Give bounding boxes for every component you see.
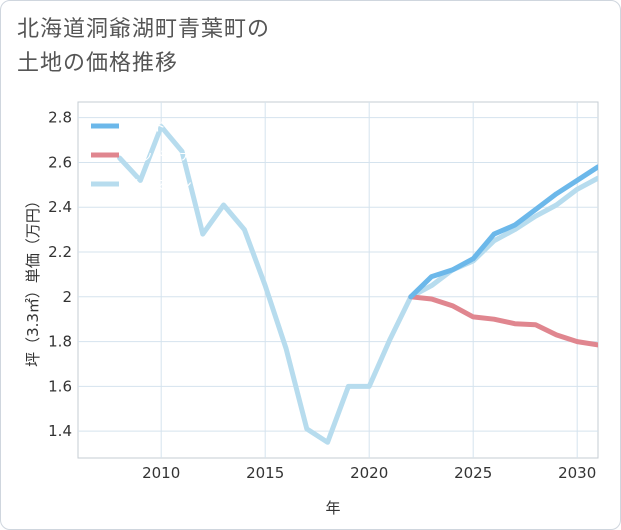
y-tick-label-2.8: 2.8 bbox=[48, 109, 72, 127]
x-tick-label-2015: 2015 bbox=[246, 464, 284, 482]
chart-title: 北海道洞爺湖町青葉町の 土地の価格推移 bbox=[17, 13, 437, 81]
y-tick-label-2.4: 2.4 bbox=[48, 198, 72, 216]
series-line-normal bbox=[117, 124, 598, 445]
legend-label-bad: バッドシナリオ bbox=[127, 149, 218, 164]
y-tick-label-2.6: 2.6 bbox=[48, 153, 72, 171]
chart-title-line2: 土地の価格推移 bbox=[17, 51, 179, 76]
series-line-good bbox=[408, 164, 598, 300]
x-axis-label: 年 bbox=[325, 499, 340, 517]
y-tick-labels: 1.4 1.6 1.8 2 2.2 2.4 2.6 2.8 bbox=[48, 109, 72, 440]
series-layer bbox=[117, 124, 598, 445]
x-tick-label-2020: 2020 bbox=[350, 464, 388, 482]
x-tick-label-2025: 2025 bbox=[454, 464, 492, 482]
y-tick-label-2: 2 bbox=[62, 288, 72, 306]
legend-label-normal: ノーマルシナリオ bbox=[127, 178, 231, 193]
y-gridlines bbox=[78, 117, 598, 432]
x-tick-labels: 2010 2015 2020 2025 2030 bbox=[142, 464, 596, 482]
chart-title-line1: 北海道洞爺湖町青葉町の bbox=[17, 17, 271, 42]
legend-label-good: グッドシナリオ bbox=[127, 120, 218, 135]
x-tick-label-2030: 2030 bbox=[558, 464, 596, 482]
plot-area bbox=[77, 101, 599, 459]
y-tick-label-2.2: 2.2 bbox=[48, 243, 72, 261]
y-tick-label-1.8: 1.8 bbox=[48, 333, 72, 351]
y-axis-label: 坪（3.3㎡）単価（万円） bbox=[24, 193, 42, 367]
y-tick-label-1.6: 1.6 bbox=[48, 377, 72, 395]
series-line-bad bbox=[408, 294, 598, 348]
y-tick-label-1.4: 1.4 bbox=[48, 422, 72, 440]
x-tick-label-2010: 2010 bbox=[142, 464, 180, 482]
